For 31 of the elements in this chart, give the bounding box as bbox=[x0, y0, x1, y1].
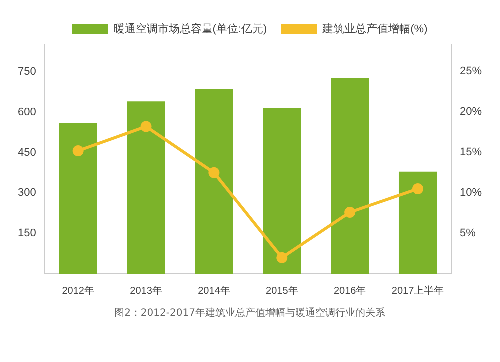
y2-tick-label: 25% bbox=[460, 66, 482, 78]
bar bbox=[331, 78, 370, 274]
y-tick-label: 450 bbox=[18, 146, 36, 159]
y-tick-label: 300 bbox=[18, 187, 36, 200]
point bbox=[72, 146, 84, 157]
point bbox=[140, 121, 152, 132]
y-tick-label: 150 bbox=[18, 228, 36, 240]
caption: 图2：2012-2017年建筑业总产值增幅与暖通空调行业的关系 bbox=[114, 306, 386, 320]
x-tick-label: 2012年 bbox=[62, 284, 94, 297]
x-tick-label: 2016年 bbox=[334, 284, 366, 297]
point bbox=[208, 167, 220, 178]
x-tick-label: 2013年 bbox=[130, 284, 162, 297]
y-tick-label: 600 bbox=[18, 106, 36, 118]
y2-tick-label: 15% bbox=[460, 146, 482, 159]
y-tick-label: 750 bbox=[18, 66, 36, 78]
y2-tick-label: 10% bbox=[460, 187, 482, 200]
bar bbox=[195, 89, 234, 274]
point bbox=[412, 184, 424, 195]
y2-tick-label: 20% bbox=[460, 106, 482, 118]
bar bbox=[263, 108, 302, 274]
bar bbox=[398, 172, 438, 274]
point bbox=[344, 207, 356, 218]
bar bbox=[59, 123, 98, 274]
bar bbox=[127, 102, 166, 274]
x-tick-label: 2014年 bbox=[198, 284, 230, 297]
point bbox=[276, 252, 288, 264]
x-tick-label: 2017上半年 bbox=[392, 284, 444, 297]
legend-label: 建筑业总产值增幅(%) bbox=[322, 22, 428, 36]
legend-label: 暖通空调市场总容量(单位:亿元) bbox=[114, 22, 268, 36]
x-tick-label: 2015年 bbox=[266, 284, 298, 297]
y2-tick-label: 5% bbox=[460, 228, 476, 240]
